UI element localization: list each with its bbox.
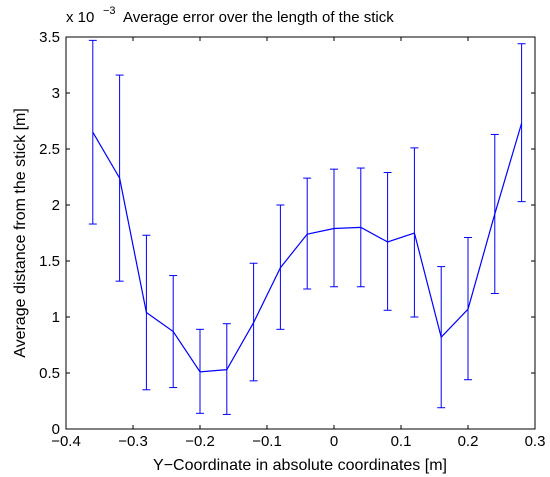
- series-line: [92, 123, 523, 373]
- y-tick-label: 2: [52, 197, 60, 214]
- plot-area-frame: [65, 36, 536, 430]
- x-tick-label: −0.4: [51, 433, 81, 450]
- y-tick-label: 3: [52, 85, 60, 102]
- x-tick-label: −0.3: [118, 433, 148, 450]
- y-multiplier-base: x 10: [66, 9, 94, 26]
- y-multiplier-exponent: −3: [103, 5, 116, 17]
- y-tick-label: 1.5: [39, 253, 60, 270]
- x-tick-label: −0.2: [185, 433, 215, 450]
- y-tick-label: 2.5: [39, 141, 60, 158]
- y-axis-label: Average distance from the stick [m]: [12, 108, 29, 358]
- x-tick-label: 0.1: [391, 433, 412, 450]
- x-tick-label: 0.3: [525, 433, 546, 450]
- x-tick-label: 0: [330, 433, 338, 450]
- y-tick-label: 0: [52, 421, 60, 438]
- y-tick-label: 1: [52, 309, 60, 326]
- y-tick-label: 0.5: [39, 365, 60, 382]
- x-axis-label: Y−Coordinate in absolute coordinates [m]: [153, 457, 447, 474]
- y-tick-label: 3.5: [39, 29, 60, 46]
- x-tick-label: 0.2: [458, 433, 479, 450]
- y-multiplier: x 10 −3: [66, 5, 116, 26]
- x-tick-label: −0.1: [252, 433, 282, 450]
- chart-title: Average error over the length of the sti…: [123, 9, 394, 26]
